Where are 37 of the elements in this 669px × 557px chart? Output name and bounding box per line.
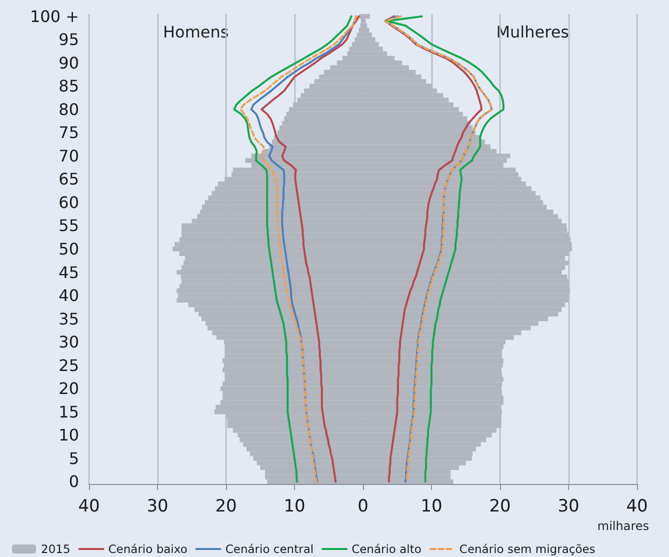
y-tick-label: 15 bbox=[58, 402, 79, 422]
x-tick-label: 30 bbox=[558, 496, 580, 516]
y-tick-label: 40 bbox=[58, 286, 79, 306]
x-tick-label: 40 bbox=[626, 496, 648, 516]
y-tick-label: 65 bbox=[58, 170, 79, 189]
annotation: Homens bbox=[163, 22, 229, 42]
y-tick-label: 50 bbox=[58, 240, 79, 258]
legend-label: 2015 bbox=[41, 542, 70, 556]
y-tick-label: 5 bbox=[68, 448, 79, 468]
y-tick-label: 100 + bbox=[30, 6, 79, 26]
y-tick-label: 80 bbox=[58, 100, 79, 119]
x-axis-title: milhares bbox=[597, 519, 650, 533]
legend-label: Cenário central bbox=[225, 542, 314, 556]
y-tick-label: 30 bbox=[58, 332, 79, 352]
y-tick-label: 60 bbox=[58, 192, 79, 212]
x-tick-label: 20 bbox=[215, 496, 237, 516]
y-tick-label: 25 bbox=[58, 356, 79, 375]
x-tick-label: 10 bbox=[284, 496, 306, 516]
legend-label: Cenário baixo bbox=[108, 542, 188, 556]
annotation: Mulheres bbox=[496, 22, 569, 42]
y-tick-label: 75 bbox=[58, 123, 79, 142]
x-tick-label: 10 bbox=[420, 496, 442, 516]
legend-label: Cenário alto bbox=[352, 542, 422, 556]
y-tick-label: 85 bbox=[58, 76, 79, 96]
y-tick-label: 10 bbox=[58, 426, 79, 445]
x-tick-label: 20 bbox=[489, 496, 511, 516]
x-tick-label: 30 bbox=[146, 496, 168, 516]
y-tick-label: 95 bbox=[58, 30, 79, 50]
y-tick-label: 20 bbox=[58, 379, 79, 398]
y-tick-label: 55 bbox=[58, 216, 79, 236]
x-tick-label: 0 bbox=[358, 496, 368, 516]
y-tick-label: 90 bbox=[58, 53, 79, 72]
legend-label: Cenário sem migrações bbox=[459, 542, 596, 556]
y-tick-label: 70 bbox=[58, 146, 79, 166]
y-tick-label: 35 bbox=[58, 309, 79, 328]
y-tick-label: 0 bbox=[68, 472, 79, 492]
y-tick-label: 45 bbox=[58, 262, 79, 282]
